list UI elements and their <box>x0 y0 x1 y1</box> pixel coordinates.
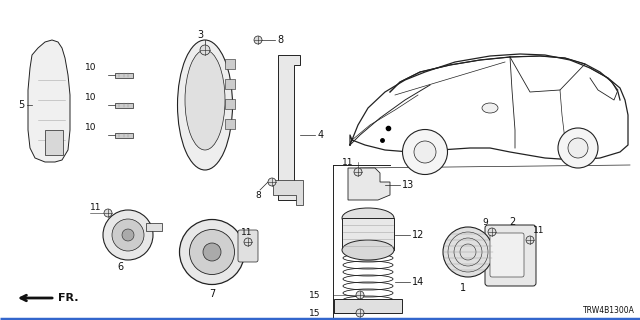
Bar <box>115 103 133 108</box>
Ellipse shape <box>177 40 232 170</box>
Text: 11: 11 <box>241 228 253 236</box>
Ellipse shape <box>122 229 134 241</box>
Text: TRW4B1300A: TRW4B1300A <box>583 306 635 315</box>
Bar <box>115 73 133 78</box>
Text: 3: 3 <box>197 30 203 40</box>
Polygon shape <box>278 55 300 200</box>
Text: 9: 9 <box>482 218 488 227</box>
Text: 6: 6 <box>117 262 123 272</box>
Polygon shape <box>28 40 70 162</box>
Text: 1: 1 <box>460 283 466 293</box>
Polygon shape <box>348 168 390 200</box>
Ellipse shape <box>403 130 447 174</box>
Circle shape <box>354 168 362 176</box>
Text: 5: 5 <box>18 100 24 110</box>
Ellipse shape <box>112 219 144 251</box>
Bar <box>115 133 133 138</box>
Text: 11: 11 <box>90 203 102 212</box>
Ellipse shape <box>443 227 493 277</box>
Text: 2: 2 <box>509 217 515 227</box>
Ellipse shape <box>203 243 221 261</box>
Text: 14: 14 <box>412 277 424 287</box>
Bar <box>146 223 162 231</box>
Ellipse shape <box>185 50 225 150</box>
Circle shape <box>104 209 112 217</box>
Circle shape <box>268 178 276 186</box>
Bar <box>342 218 394 250</box>
Bar <box>225 99 235 109</box>
Text: 4: 4 <box>318 130 324 140</box>
FancyBboxPatch shape <box>334 299 402 313</box>
FancyBboxPatch shape <box>490 233 524 277</box>
Text: 13: 13 <box>402 180 414 190</box>
Circle shape <box>244 238 252 246</box>
Text: 15: 15 <box>308 291 320 300</box>
Text: 12: 12 <box>412 230 424 240</box>
Ellipse shape <box>179 220 244 284</box>
Ellipse shape <box>558 128 598 168</box>
Text: 7: 7 <box>209 289 215 299</box>
Ellipse shape <box>568 138 588 158</box>
Ellipse shape <box>414 141 436 163</box>
Bar <box>225 119 235 129</box>
Circle shape <box>356 309 364 317</box>
Ellipse shape <box>103 210 153 260</box>
Text: 11: 11 <box>342 157 353 166</box>
Circle shape <box>254 36 262 44</box>
Text: 8: 8 <box>255 190 260 199</box>
Text: 10: 10 <box>85 92 97 101</box>
Bar <box>45 130 63 155</box>
Bar <box>225 59 235 69</box>
Ellipse shape <box>189 229 234 275</box>
Ellipse shape <box>342 208 394 228</box>
Text: 8: 8 <box>277 35 283 45</box>
Circle shape <box>200 45 210 55</box>
Polygon shape <box>273 180 303 205</box>
Ellipse shape <box>342 240 394 260</box>
Text: 10: 10 <box>85 62 97 71</box>
Text: FR.: FR. <box>58 293 79 303</box>
Ellipse shape <box>482 103 498 113</box>
Text: 15: 15 <box>308 308 320 317</box>
FancyBboxPatch shape <box>485 225 536 286</box>
Circle shape <box>356 291 364 299</box>
Text: 11: 11 <box>533 226 545 235</box>
Text: 10: 10 <box>85 123 97 132</box>
Bar <box>225 79 235 89</box>
FancyBboxPatch shape <box>238 230 258 262</box>
Circle shape <box>526 236 534 244</box>
Circle shape <box>488 228 496 236</box>
